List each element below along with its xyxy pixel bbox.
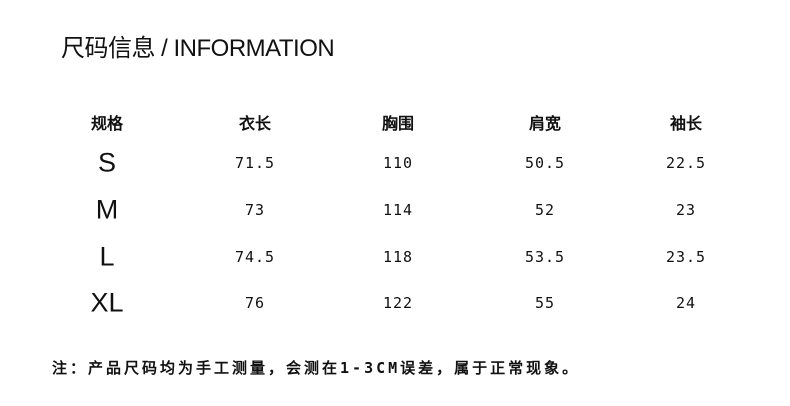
table-cell: 55 [534,294,556,312]
column-header: 衣长 [238,116,272,133]
table-cell: 23 [675,201,697,219]
table-cell: 110 [382,154,414,172]
column-header: 袖长 [669,116,703,133]
table-cell: 53.5 [524,248,566,266]
measurement-note: 注：产品尺码均为手工测量，会测在1-3CM误差，属于正常现象。 [52,359,581,377]
table-cell: 118 [382,248,414,266]
column-header: 肩宽 [528,116,562,133]
page-title: 尺码信息 / INFORMATION [61,35,335,62]
size-label: S [97,147,117,178]
table-cell: 22.5 [665,154,707,172]
table-cell: 74.5 [234,248,276,266]
table-cell: 71.5 [234,154,276,172]
size-label: L [99,241,115,272]
table-cell: 23.5 [665,248,707,266]
table-cell: 122 [382,294,414,312]
column-header: 胸围 [381,116,415,133]
column-header: 规格 [90,116,124,133]
table-cell: 114 [382,201,414,219]
table-cell: 24 [675,294,697,312]
table-cell: 76 [244,294,266,312]
table-cell: 52 [534,201,556,219]
size-label: XL [90,287,124,318]
table-cell: 73 [244,201,266,219]
size-label: M [95,194,119,225]
table-cell: 50.5 [524,154,566,172]
